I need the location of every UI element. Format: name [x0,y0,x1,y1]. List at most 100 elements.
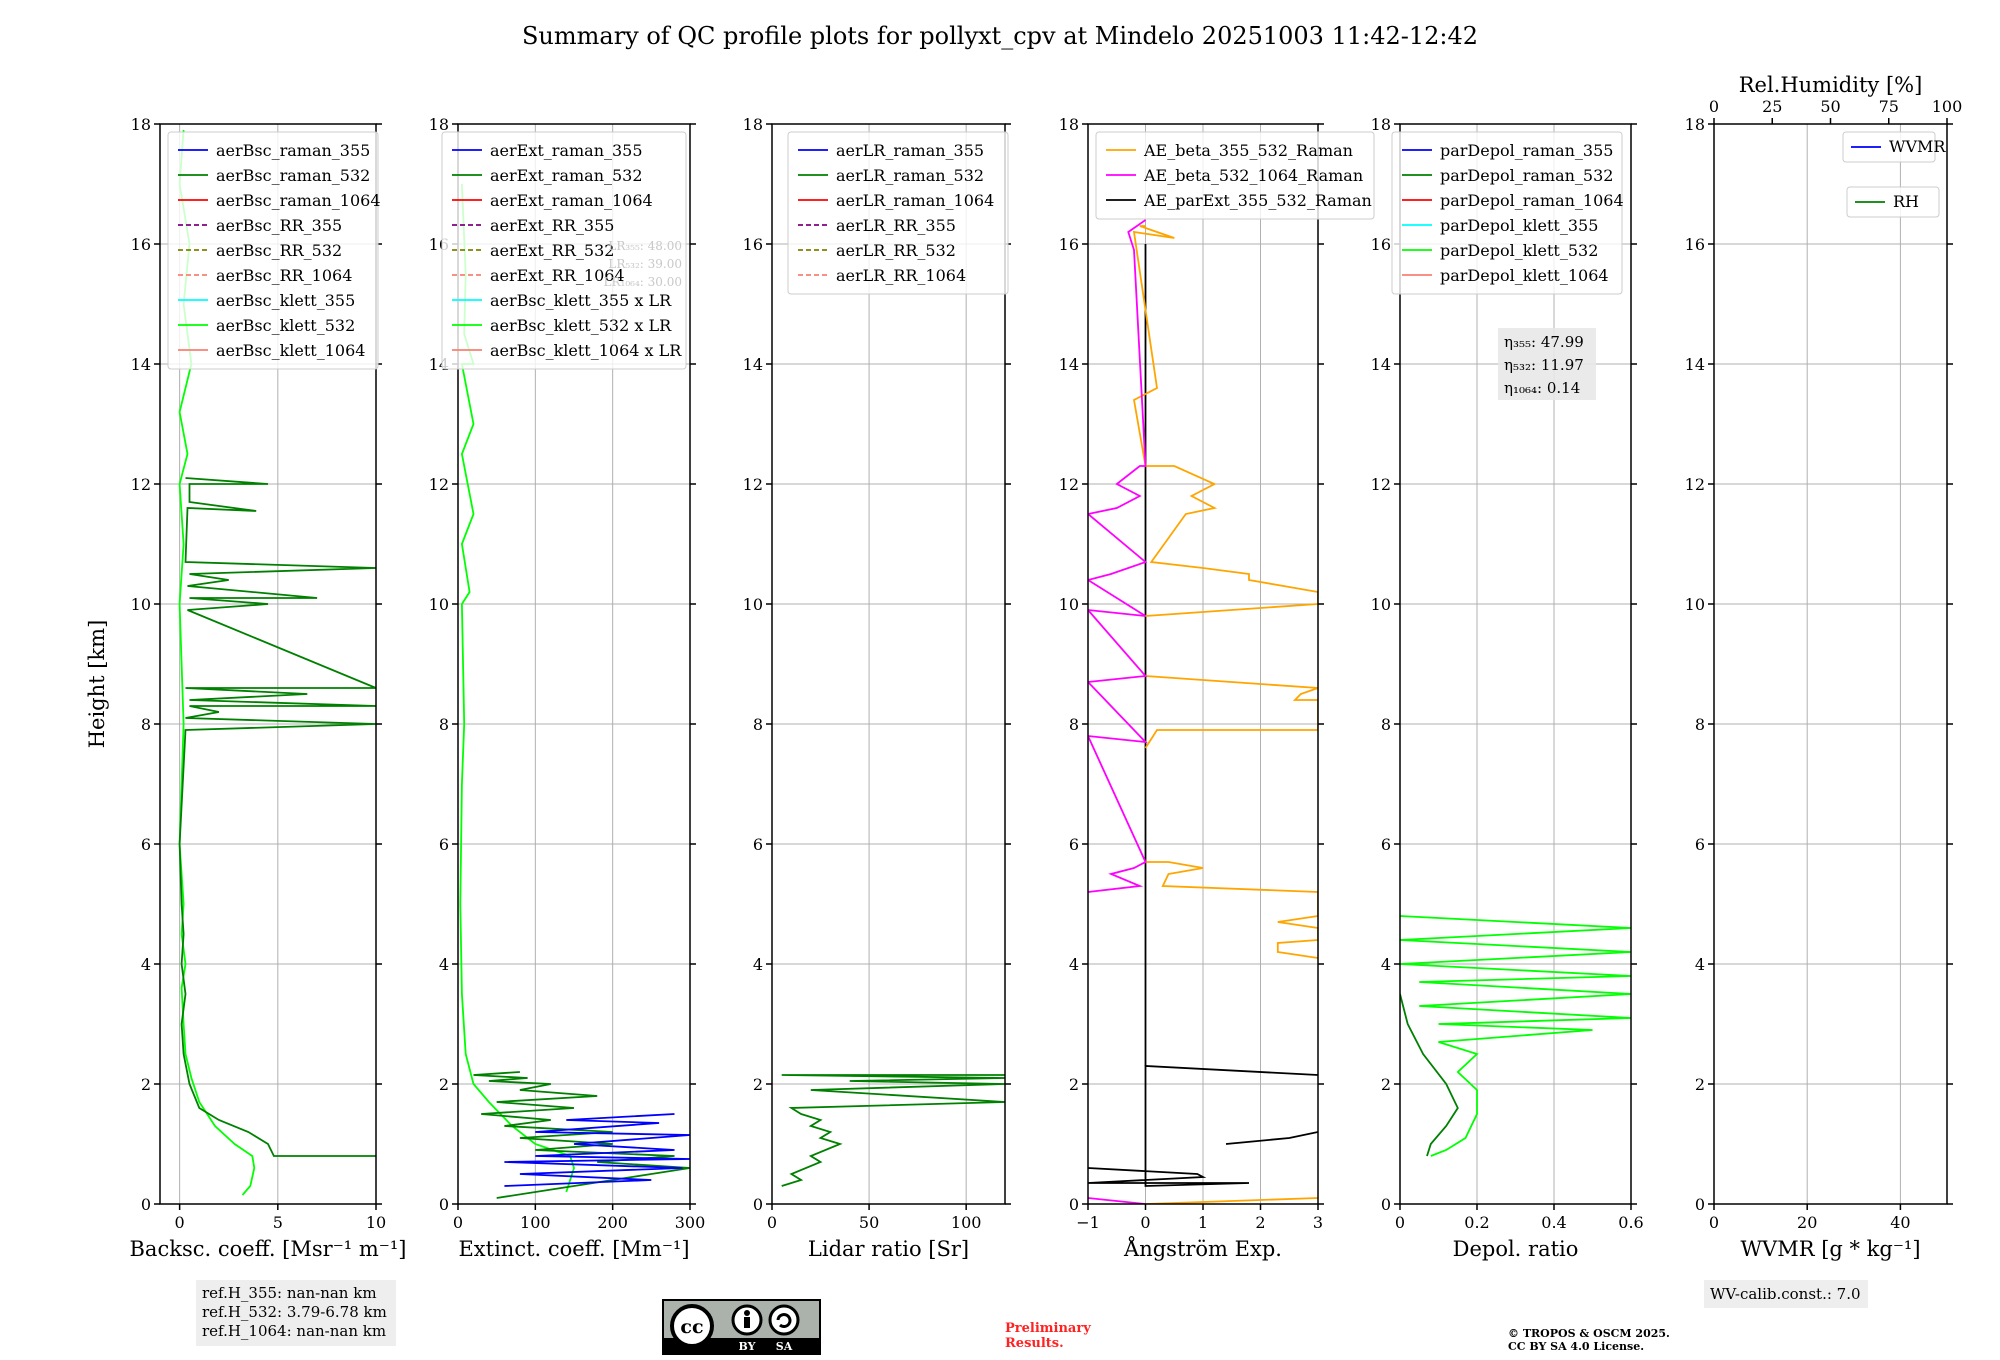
y-tick-label: 6 [1695,835,1705,854]
series-line-aerext-raman-355 [504,1113,690,1187]
series-line-aerlr-raman-532 [781,1074,1005,1187]
x-tick-label: 5 [273,1213,283,1232]
y-tick-label: 0 [1381,1195,1391,1214]
x-tick-label: 0.2 [1464,1213,1489,1232]
x-axis-label: Extinct. coeff. [Mm⁻¹] [458,1237,689,1261]
y-tick-label: 8 [1069,715,1079,734]
ref-height-355: ref.H_355: nan-nan km [202,1284,377,1302]
x-tick-label: 0 [453,1213,463,1232]
top-x-tick-label: 0 [1709,97,1719,116]
legend-label: parDepol_raman_532 [1440,166,1613,185]
legend-label: aerExt_RR_1064 [490,266,625,285]
y-tick-label: 4 [141,955,151,974]
legend-label: aerLR_raman_532 [836,166,984,185]
top-x-tick-label: 75 [1879,97,1899,116]
preliminary-line-1: Preliminary [1005,1321,1091,1336]
y-tick-label: 2 [1695,1075,1705,1094]
wv-calib-label: WV-calib.const.: 7.0 [1710,1285,1861,1303]
y-tick-label: 2 [1381,1075,1391,1094]
legend-box [1391,131,1623,295]
y-tick-label: 8 [1695,715,1705,734]
y-tick-label: 8 [1381,715,1391,734]
y-tick-label: 10 [1371,595,1391,614]
copyright-line-1: © TROPOS & OSCM 2025. [1508,1327,1670,1340]
legend-label: parDepol_klett_355 [1440,216,1598,235]
series-line-ae-parext-355-532-raman [1088,1065,1318,1187]
y-tick-label: 14 [1685,355,1705,374]
top-x-tick-label: 25 [1762,97,1782,116]
plot-frame [771,123,1006,1205]
plot-frame [457,123,691,1205]
y-tick-label: 10 [1685,595,1705,614]
legend-label: aerBsc_klett_1064 [216,341,365,360]
legend-label: aerBsc_RR_532 [216,241,342,260]
x-tick-label: 0 [1709,1213,1719,1232]
x-tick-label: 0 [1395,1213,1405,1232]
y-tick-label: 18 [743,115,763,134]
y-tick-label: 16 [743,235,763,254]
x-tick-label: 200 [597,1213,628,1232]
series-line-aerbsc-klett-532 [178,129,256,1196]
y-tick-label: 2 [141,1075,151,1094]
series-line-ae-beta-532-1064-raman-mid [1088,219,1148,893]
x-tick-label: 3 [1313,1213,1323,1232]
legend-label: parDepol_klett_1064 [1440,266,1609,285]
legend-label: aerBsc_klett_532 x LR [490,316,672,335]
x-tick-label: 2 [1255,1213,1265,1232]
y-tick-label: 12 [743,475,763,494]
plot-frame [1399,123,1632,1205]
y-tick-label: 10 [1059,595,1079,614]
y-tick-label: 2 [439,1075,449,1094]
y-tick-label: 18 [429,115,449,134]
x-tick-label: 20 [1797,1213,1817,1232]
cc-icon-text: cc [680,1316,703,1338]
legend-label: parDepol_klett_532 [1440,241,1598,260]
legend-label: aerBsc_raman_1064 [216,191,381,210]
y-tick-label: 10 [743,595,763,614]
by-icon-head [744,1310,750,1316]
lr-label: LR₅₃₂: 39.00 [608,257,682,271]
legend-label: aerBsc_klett_1064 x LR [490,341,682,360]
y-tick-label: 8 [753,715,763,734]
legend-label: aerExt_raman_1064 [490,191,653,210]
series-line-aerbsc-raman-532 [178,477,376,1157]
top-x-tick-label: 100 [1932,97,1963,116]
series-line-ae-beta-355-532-raman-mid [1145,861,1318,959]
x-tick-label: −1 [1076,1213,1100,1232]
legend-label: WVMR [1889,137,1946,156]
series-line-pardepol-raman-532 [1400,993,1459,1157]
legend-box [1846,186,1940,218]
x-axis-label: Lidar ratio [Sr] [808,1237,969,1261]
y-tick-label: 12 [429,475,449,494]
panel-5: 0 2 4 6 8 10 12 14 16 18 0 0.2 0.4 0.6 Depol. ratio par… [1371,115,1644,1261]
y-tick-label: 18 [131,115,151,134]
legend-label: aerBsc_RR_1064 [216,266,352,285]
y-tick-label: 12 [1059,475,1079,494]
ref-heights-box: ref.H_355: nan-nan km ref.H_532: 3.79-6.… [196,1280,396,1346]
y-tick-label: 12 [1685,475,1705,494]
y-tick-label: 4 [439,955,449,974]
legend-label: RH [1893,192,1919,211]
y-tick-label: 6 [753,835,763,854]
preliminary-line-2: Results. [1005,1336,1064,1351]
lr-label: LR₃₅₅: 48.00 [608,239,682,253]
top-x-tick-label: 50 [1820,97,1840,116]
x-axis-label: WVMR [g * kg⁻¹] [1740,1237,1920,1261]
by-icon-body [744,1317,750,1328]
y-tick-label: 18 [1685,115,1705,134]
x-tick-label: 0 [1140,1213,1150,1232]
y-tick-label: 6 [1069,835,1079,854]
legend-label: aerBsc_raman_532 [216,166,370,185]
y-tick-label: 12 [1371,475,1391,494]
legend-label: AE_beta_532_1064_Raman [1143,166,1363,185]
ref-height-532: ref.H_532: 3.79-6.78 km [202,1303,387,1321]
x-tick-label: 40 [1890,1213,1910,1232]
legend-label: parDepol_raman_355 [1440,141,1613,160]
legend-label: aerBsc_klett_355 [216,291,355,310]
legend-label: aerBsc_klett_355 x LR [490,291,672,310]
x-tick-label: 0 [175,1213,185,1232]
legend-box [167,131,379,370]
panel-1: 0 2 4 6 8 10 12 14 16 18 0 5 10 Backsc. coeff. [Msr⁻¹… [130,115,407,1261]
